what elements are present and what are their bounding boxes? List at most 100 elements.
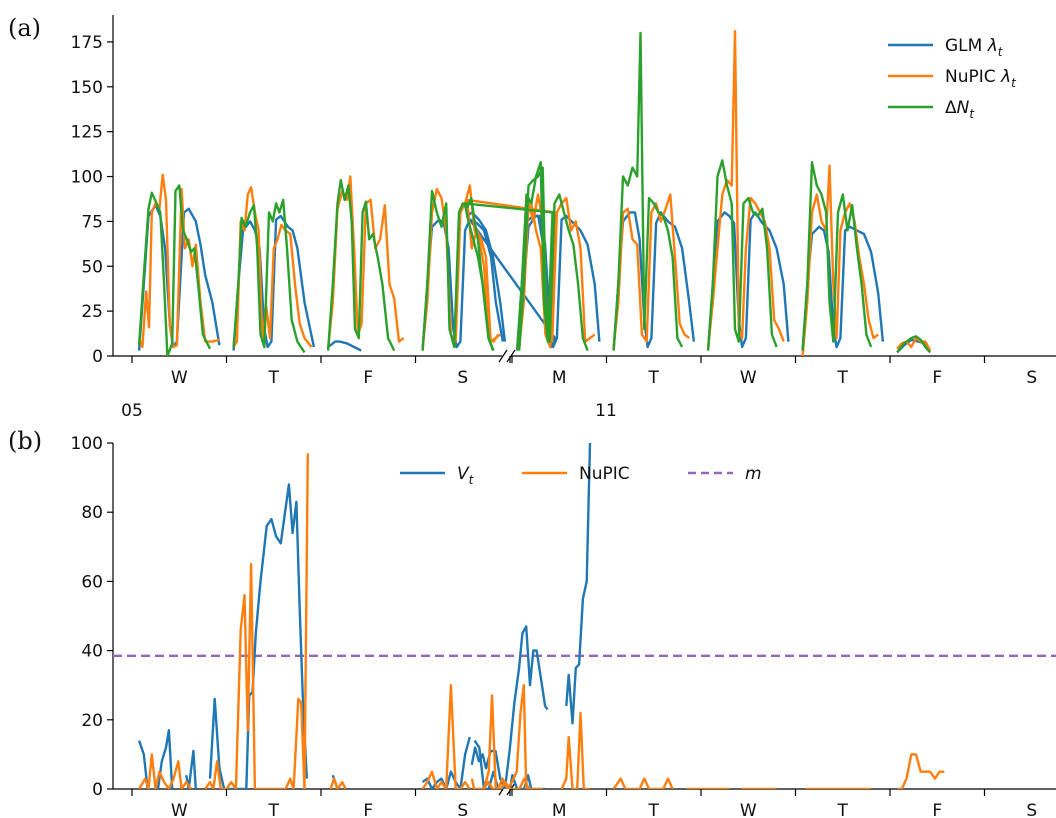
x-day-label: T — [268, 801, 280, 818]
series-line-v-segment — [565, 442, 592, 725]
series-line-n-segment — [517, 166, 589, 352]
x-date-label: 11 — [595, 401, 617, 421]
legend-label: NuPIC λt — [945, 67, 1017, 90]
y-tick-label: 50 — [81, 257, 103, 277]
y-tick-label: 100 — [71, 168, 103, 188]
plot-area — [137, 30, 932, 356]
panel-a: (a) 0 25 50 75 100 125 150 175 W T F S M T W T F S 05 11 GLM … — [8, 14, 1056, 421]
legend-label-text: GLM — [945, 36, 988, 56]
series-line-n-segment — [706, 159, 778, 351]
series-line-nupic-segment — [706, 30, 785, 349]
y-tick-label: 40 — [81, 642, 103, 662]
series-line-glm-segment — [801, 225, 885, 351]
legend-label-text: NuPIC — [579, 464, 630, 484]
legend-label: m — [745, 464, 762, 484]
x-day-label: W — [171, 801, 188, 818]
series-line-n-segment — [801, 161, 873, 351]
series-line-glm-segment — [517, 214, 601, 351]
y-tick-label: 0 — [92, 780, 103, 800]
series-line-nupic-segment — [470, 684, 543, 789]
series-line-nupic-segment — [896, 336, 932, 352]
legend-label-symbol: λ — [987, 36, 998, 56]
x-day-label: W — [171, 368, 188, 388]
panel-label: (a) — [8, 14, 41, 42]
x-day-label: S — [457, 801, 468, 818]
y-tick-label: 20 — [81, 711, 103, 731]
legend-label-text: Δ — [945, 98, 957, 118]
legend-label: ΔNt — [945, 98, 975, 121]
x-day-label: S — [1026, 368, 1037, 388]
series-line-nupic-segment — [421, 684, 471, 789]
legend-label-subscript: t — [469, 473, 475, 487]
series-line-n-segment — [463, 161, 554, 352]
series-line-v-segment — [421, 736, 471, 789]
series-line-nupic-segment — [897, 753, 945, 789]
y-tick-label: 175 — [71, 33, 103, 53]
series-line-v-segment — [208, 483, 308, 789]
panel-b: (b) 0 20 40 60 80 100 W T F S M T W T F S Vt NuPIC m — [8, 427, 1056, 818]
series-line-n-segment — [421, 189, 495, 352]
x-date-label: 05 — [121, 401, 143, 421]
legend-label-symbol: V — [457, 464, 470, 484]
y-tick-label: 60 — [81, 572, 103, 592]
series-line-v-segment — [470, 625, 549, 789]
legend-label-subscript: t — [969, 107, 975, 121]
series-line-nupic-segment — [326, 175, 405, 349]
plot-area — [113, 442, 1056, 789]
legend-label-subscript: t — [998, 45, 1004, 59]
legend-label: NuPIC — [579, 464, 630, 484]
x-day-label: S — [1026, 801, 1037, 818]
x-day-label: T — [268, 368, 280, 388]
x-day-label: F — [363, 368, 373, 388]
x-day-label: T — [648, 801, 660, 818]
series-line-n-segment — [612, 31, 684, 351]
y-tick-label: 75 — [81, 212, 103, 232]
legend-label-text: NuPIC — [945, 67, 1001, 87]
legend: Vt NuPIC m — [400, 464, 762, 487]
legend-label: GLM λt — [945, 36, 1004, 59]
y-tick-label: 0 — [92, 347, 103, 367]
series-line-n-segment — [232, 198, 306, 354]
legend-label-symbol: m — [745, 464, 762, 484]
series-line-v-segment — [137, 740, 149, 789]
x-day-label: W — [740, 368, 757, 388]
y-tick-label: 150 — [71, 78, 103, 98]
series-line-nupic-segment — [560, 711, 590, 789]
series-line-glm-segment — [327, 340, 362, 352]
series-line-nupic-segment — [138, 753, 193, 789]
series-line-glm-segment — [612, 211, 696, 351]
x-day-label: F — [363, 801, 373, 818]
x-day-label: M — [552, 368, 567, 388]
series-line-v-segment — [156, 729, 174, 789]
legend-label-symbol: N — [957, 98, 970, 118]
y-tick-label: 100 — [71, 434, 103, 454]
x-day-label: W — [740, 801, 757, 818]
series-line-n-segment — [326, 178, 396, 352]
series-line-nupic-segment — [517, 193, 596, 349]
x-day-label: S — [457, 368, 468, 388]
series-line-n-segment — [896, 335, 932, 354]
series-line-nupic-segment — [421, 184, 500, 349]
y-tick-label: 25 — [81, 302, 103, 322]
x-day-label: T — [837, 368, 849, 388]
series-line-nupic-segment — [329, 777, 347, 789]
series-line-nupic-segment — [612, 193, 690, 349]
x-day-label: M — [552, 801, 567, 818]
x-day-label: F — [932, 801, 942, 818]
panel-label: (b) — [8, 427, 42, 455]
axis-break-mark — [498, 349, 508, 363]
series-line-nupic-segment — [204, 453, 309, 789]
legend-label-symbol: λ — [1000, 67, 1011, 87]
x-day-label: T — [648, 368, 660, 388]
y-tick-label: 80 — [81, 503, 103, 523]
series-line-nupic-segment — [612, 777, 674, 789]
x-day-label: F — [932, 368, 942, 388]
x-day-label: T — [837, 801, 849, 818]
series-line-n-segment — [137, 184, 212, 356]
legend-label-subscript: t — [1011, 76, 1017, 90]
y-tick-label: 125 — [71, 123, 103, 143]
legend-label: Vt — [457, 464, 475, 487]
series-line-nupic-segment — [801, 164, 879, 356]
